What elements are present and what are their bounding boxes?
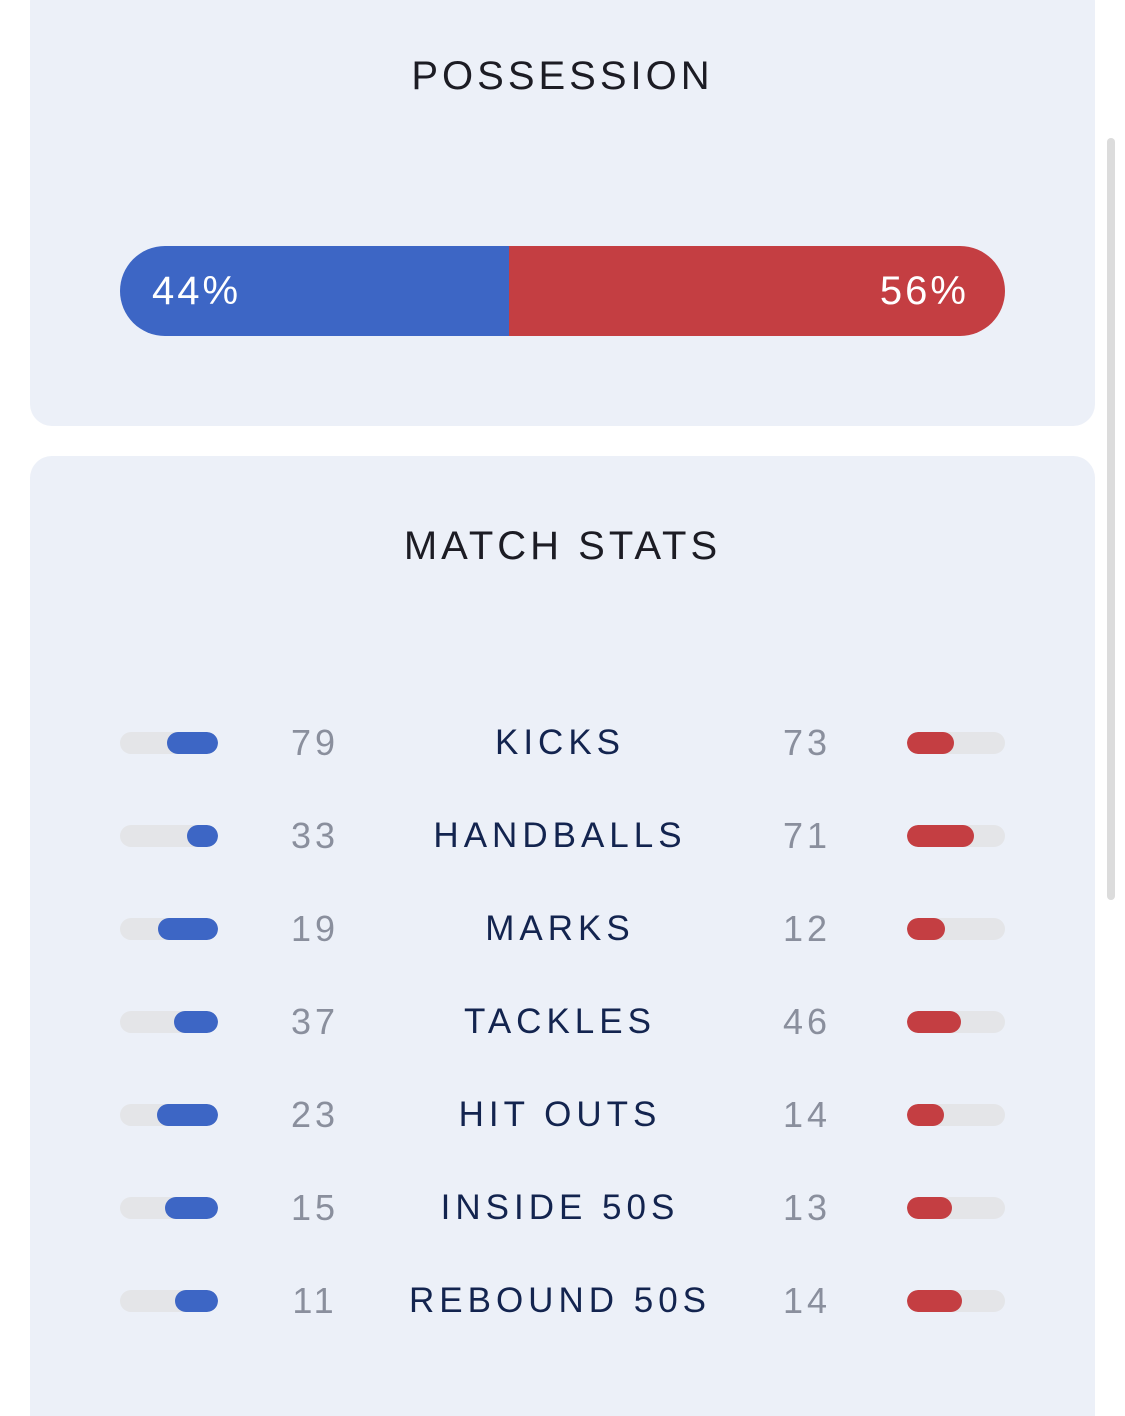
- home-stat-bar: [120, 1290, 218, 1312]
- possession-away-segment: 56%: [509, 246, 1005, 336]
- home-stat-bar-fill: [167, 732, 218, 754]
- stat-row: 23 HIT OUTS 14: [30, 1085, 1095, 1145]
- away-stat-bar: [907, 825, 1005, 847]
- possession-away-label: 56%: [879, 268, 969, 313]
- home-stat-bar: [120, 825, 218, 847]
- home-stat-bar-fill: [173, 1011, 218, 1033]
- home-stat-bar: [120, 918, 218, 940]
- away-stat-bar: [907, 1011, 1005, 1033]
- stat-row: 11 REBOUND 50S 14: [30, 1271, 1095, 1331]
- match-stats-card: MATCH STATS 79 KICKS 73 33 HANDBALLS 71 19 MARK…: [30, 456, 1095, 1416]
- away-stat-value: 46: [782, 1001, 832, 1042]
- stat-label: REBOUND 50S: [408, 1281, 712, 1320]
- possession-title: POSSESSION: [411, 54, 714, 98]
- away-stat-bar: [907, 918, 1005, 940]
- possession-bar: 44% 56%: [120, 246, 1005, 336]
- stat-label: HANDBALLS: [433, 816, 687, 855]
- away-stat-bar: [907, 1104, 1005, 1126]
- stat-label: TACKLES: [464, 1002, 656, 1041]
- home-stat-value: 79: [290, 722, 340, 763]
- stat-label: INSIDE 50S: [440, 1188, 680, 1227]
- away-stat-bar: [907, 1197, 1005, 1219]
- home-stat-bar-fill: [157, 1104, 218, 1126]
- stat-row: 15 INSIDE 50S 13: [30, 1178, 1095, 1238]
- home-stat-bar: [120, 732, 218, 754]
- home-stat-value: 33: [290, 815, 340, 856]
- home-stat-value: 19: [290, 908, 340, 949]
- away-stat-value: 14: [782, 1094, 832, 1135]
- away-stat-value: 12: [782, 908, 832, 949]
- away-stat-bar: [907, 1290, 1005, 1312]
- away-stat-bar-fill: [907, 1290, 962, 1312]
- match-stats-title: MATCH STATS: [403, 524, 722, 568]
- possession-card: POSSESSION 44% 56%: [30, 0, 1095, 426]
- home-stat-value: 37: [290, 1001, 340, 1042]
- stat-label: HIT OUTS: [458, 1095, 662, 1134]
- home-stat-bar-fill: [174, 1290, 218, 1312]
- home-stat-bar-fill: [158, 918, 218, 940]
- away-stat-bar-fill: [907, 918, 946, 940]
- possession-home-label: 44%: [152, 268, 242, 313]
- stat-label: KICKS: [494, 723, 626, 762]
- away-stat-bar-fill: [907, 825, 974, 847]
- away-stat-bar: [907, 732, 1005, 754]
- away-stat-value: 71: [782, 815, 832, 856]
- home-stat-value: 23: [290, 1094, 340, 1135]
- away-stat-bar-fill: [907, 1011, 961, 1033]
- away-stat-value: 14: [782, 1280, 832, 1321]
- stat-row: 19 MARKS 12: [30, 899, 1095, 959]
- possession-home-segment: 44%: [120, 246, 510, 336]
- home-stat-bar: [120, 1104, 218, 1126]
- stat-label: MARKS: [485, 909, 635, 948]
- home-stat-bar: [120, 1011, 218, 1033]
- stat-row: 33 HANDBALLS 71: [30, 806, 1095, 866]
- home-stat-bar-fill: [186, 825, 218, 847]
- stat-row: 37 TACKLES 46: [30, 992, 1095, 1052]
- home-stat-bar-fill: [165, 1197, 218, 1219]
- home-stat-value: 15: [290, 1187, 340, 1228]
- home-stat-value: 11: [292, 1280, 338, 1321]
- stat-row: 79 KICKS 73: [30, 713, 1095, 773]
- away-stat-bar-fill: [907, 1197, 953, 1219]
- away-stat-bar-fill: [907, 732, 955, 754]
- away-stat-value: 13: [782, 1187, 832, 1228]
- away-stat-value: 73: [782, 722, 832, 763]
- away-stat-bar-fill: [907, 1104, 945, 1126]
- scrollbar[interactable]: [1107, 138, 1115, 900]
- home-stat-bar: [120, 1197, 218, 1219]
